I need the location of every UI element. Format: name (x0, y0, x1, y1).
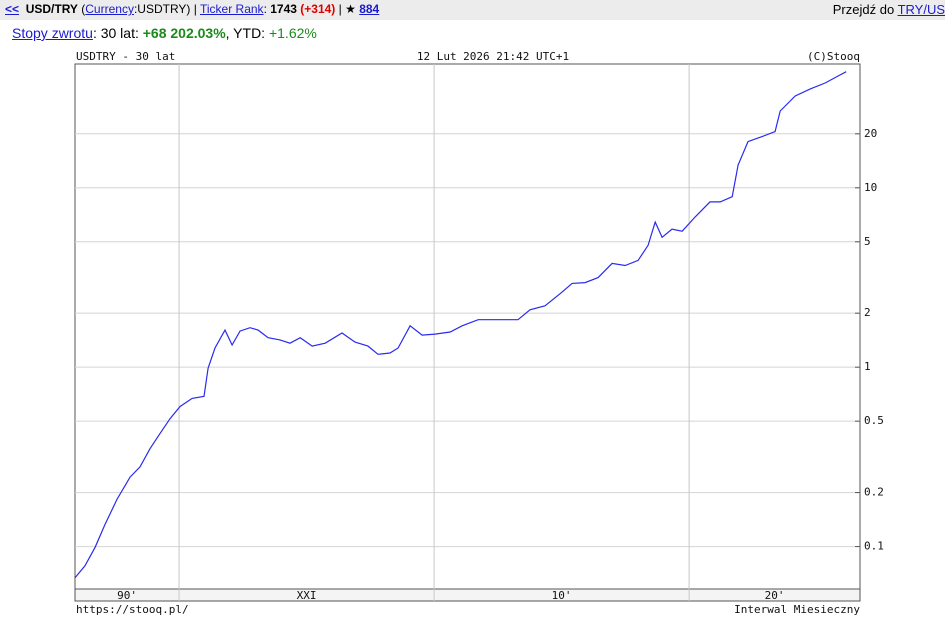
goto-label: Przejdź do (832, 2, 898, 17)
plot-area (74, 63, 861, 602)
x-band-label: 20' (765, 589, 785, 602)
y-tick-label: 10 (864, 181, 877, 194)
punct: ( (77, 2, 86, 16)
top-bar: << USD/TRY (Currency:USDTRY) | Ticker Ra… (0, 0, 945, 20)
goto-link[interactable]: TRY/US (897, 2, 945, 17)
credit: (C)Stooq (807, 50, 860, 63)
x-band-label: 90' (117, 589, 137, 602)
separator: | ★ (335, 2, 360, 16)
ytd-value: +1.62% (268, 25, 317, 41)
y-tick-label: 0.1 (864, 540, 884, 553)
y-tick-label: 5 (864, 235, 871, 248)
period-label: : 30 lat: (92, 25, 143, 41)
punct: : (263, 2, 271, 16)
returns: Stopy zwrotu: 30 lat: +68 202.03%, YTD: … (12, 25, 317, 41)
y-tick-label: 1 (864, 360, 871, 373)
chart-title: USDTRY - 30 lat (76, 50, 175, 63)
footer-left: https://stooq.pl/ (76, 603, 189, 616)
star-count[interactable]: 884 (359, 2, 380, 16)
y-tick-label: 0.2 (864, 486, 884, 499)
ticker-rank-link[interactable]: Ticker Rank (199, 2, 264, 16)
x-band-label: 10' (552, 589, 572, 602)
x-band-label: XXI (297, 589, 317, 602)
y-tick-label: 2 (864, 306, 871, 319)
y-tick-label: 0.5 (864, 414, 884, 427)
separator: | (190, 2, 200, 16)
timestamp: 12 Lut 2026 21:42 UTC+1 (417, 50, 569, 63)
ytd-label: , YTD: (225, 25, 269, 41)
ticker-rank: 1743 (270, 2, 297, 16)
x-axis-band (74, 588, 861, 602)
header-right: Przejdź do TRY/US (833, 0, 945, 19)
price-line (74, 71, 847, 579)
ticker-rank-change: (+314) (300, 2, 336, 16)
header-left: << USD/TRY (Currency:USDTRY) | Ticker Ra… (5, 0, 379, 19)
currency-link[interactable]: Currency (85, 2, 134, 16)
symbol: USD/TRY (25, 2, 78, 16)
currency-code: :USDTRY) (133, 2, 191, 16)
footer-right: Interwal Miesieczny (734, 603, 860, 616)
y-tick-label: 20 (864, 127, 877, 140)
back-link[interactable]: << (5, 2, 20, 16)
returns-link[interactable]: Stopy zwrotu (12, 25, 93, 41)
period-value: +68 202.03% (142, 25, 226, 41)
